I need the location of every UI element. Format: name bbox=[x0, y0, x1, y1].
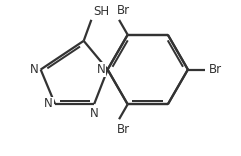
Text: Br: Br bbox=[117, 4, 130, 17]
Text: SH: SH bbox=[93, 5, 109, 18]
Text: N: N bbox=[90, 107, 99, 120]
Text: Br: Br bbox=[209, 63, 222, 76]
Text: Br: Br bbox=[117, 122, 130, 136]
Text: N: N bbox=[44, 98, 53, 110]
Text: N: N bbox=[30, 63, 39, 76]
Text: N: N bbox=[97, 63, 106, 76]
